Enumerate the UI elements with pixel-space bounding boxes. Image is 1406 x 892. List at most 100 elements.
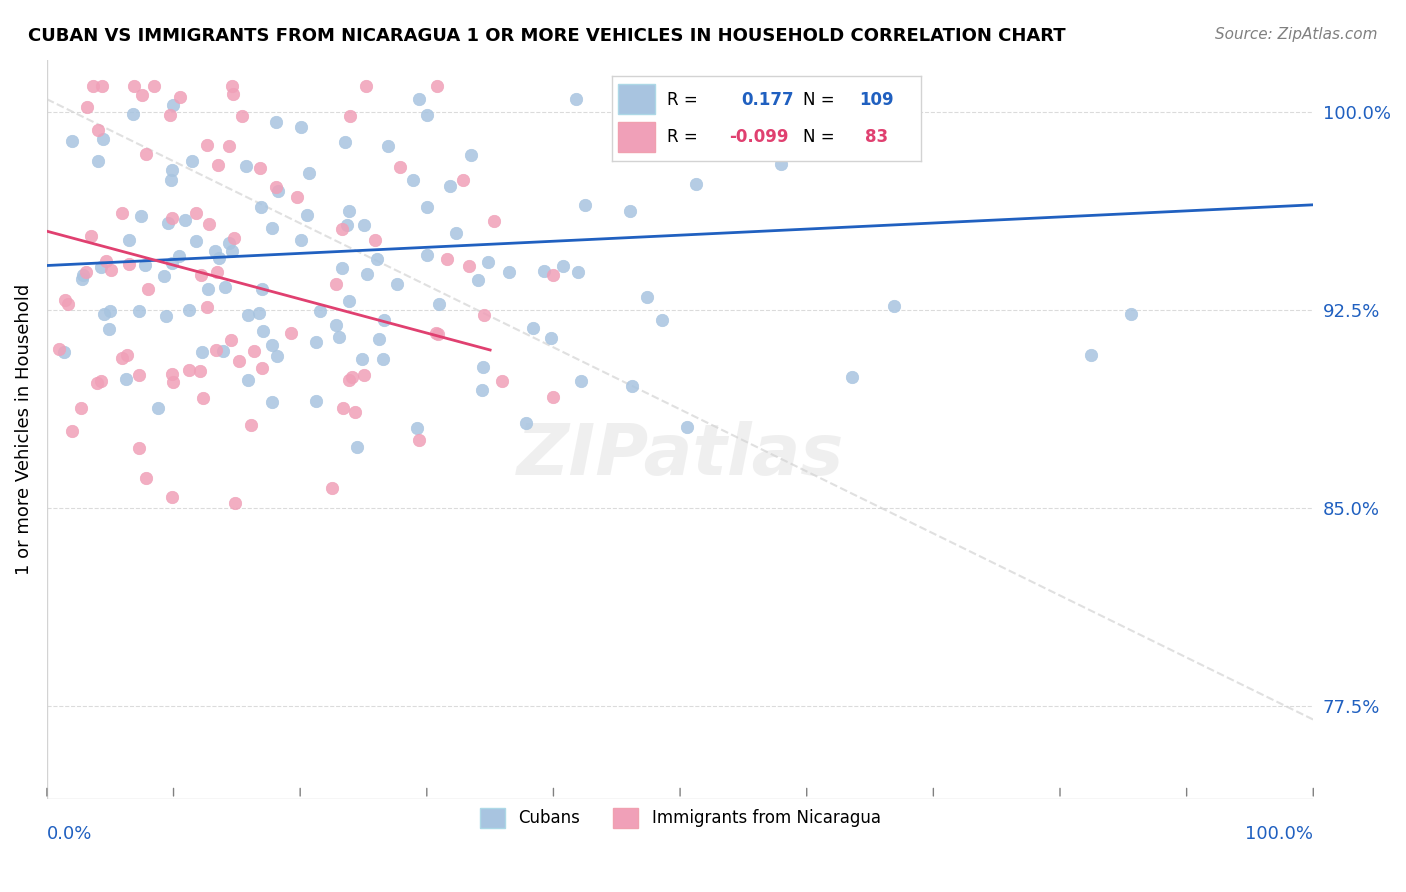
Point [841, 370, 863, 384]
Point [472, 308, 495, 322]
Point [167, 249, 190, 263]
Point [337, 373, 360, 387]
Point [569, 374, 592, 388]
Text: -0.099: -0.099 [730, 128, 789, 145]
Text: 109: 109 [859, 91, 894, 109]
Point [135, 147, 157, 161]
Point [266, 349, 288, 363]
Point [184, 205, 207, 219]
Point [94, 254, 117, 268]
Point [60, 424, 83, 438]
Point [159, 108, 181, 122]
Point [70, 271, 93, 285]
Bar [617, 85, 655, 114]
Point [111, 351, 134, 366]
Point [408, 92, 430, 106]
Point [128, 442, 150, 456]
Point [252, 282, 274, 296]
Point [321, 481, 343, 495]
Point [205, 264, 228, 278]
Point [371, 352, 394, 367]
Point [353, 368, 375, 383]
Point [118, 233, 141, 247]
Point [636, 290, 658, 304]
Text: 0.0%: 0.0% [46, 825, 93, 843]
Point [100, 262, 122, 277]
Point [98, 304, 121, 318]
Point [356, 267, 378, 281]
Point [180, 153, 202, 168]
Point [267, 184, 290, 198]
Point [332, 401, 354, 415]
Point [377, 138, 399, 153]
Point [1121, 307, 1143, 321]
Point [97, 322, 120, 336]
Point [190, 268, 212, 282]
Point [364, 234, 387, 248]
Point [427, 297, 450, 311]
Point [231, 109, 253, 123]
Point [169, 90, 191, 104]
Point [619, 203, 641, 218]
Point [285, 189, 308, 203]
Point [240, 417, 263, 432]
Point [160, 367, 183, 381]
Point [224, 496, 246, 510]
Text: 100.0%: 100.0% [1246, 825, 1313, 843]
Point [162, 256, 184, 270]
Point [155, 309, 177, 323]
Point [543, 390, 565, 404]
Point [191, 345, 214, 359]
Point [553, 259, 575, 273]
Point [90, 78, 112, 93]
Point [574, 197, 596, 211]
Point [56, 297, 79, 311]
Point [128, 304, 150, 318]
Point [416, 247, 439, 261]
Point [264, 179, 287, 194]
Point [416, 108, 439, 122]
Point [72, 268, 94, 282]
Point [136, 283, 159, 297]
Point [212, 344, 235, 359]
Point [228, 354, 250, 368]
Point [53, 345, 76, 359]
Point [48, 342, 70, 356]
Point [280, 326, 302, 340]
Point [425, 326, 447, 340]
Point [471, 360, 494, 375]
Point [260, 395, 283, 409]
Point [444, 226, 467, 240]
Point [82, 78, 104, 93]
Point [426, 326, 449, 341]
Point [250, 200, 273, 214]
Point [221, 87, 243, 102]
Point [80, 229, 103, 244]
Point [406, 420, 429, 434]
Point [131, 209, 153, 223]
Point [249, 305, 271, 319]
Point [131, 88, 153, 103]
Point [471, 383, 494, 397]
Point [143, 78, 166, 93]
Legend: Cubans, Immigrants from Nicaragua: Cubans, Immigrants from Nicaragua [472, 801, 887, 835]
Point [366, 252, 388, 266]
Y-axis label: 1 or more Vehicles in Household: 1 or more Vehicles in Household [15, 284, 32, 574]
Bar [617, 122, 655, 152]
Point [208, 251, 231, 265]
Point [533, 263, 555, 277]
Point [135, 471, 157, 485]
Point [238, 308, 260, 322]
Point [482, 214, 505, 228]
Point [402, 173, 425, 187]
Point [114, 371, 136, 385]
Text: R =: R = [668, 128, 697, 145]
Point [221, 78, 243, 93]
Point [249, 161, 271, 175]
Point [567, 265, 589, 279]
Point [128, 368, 150, 383]
Point [343, 405, 366, 419]
Point [388, 161, 411, 175]
Point [491, 375, 513, 389]
Point [243, 344, 266, 359]
